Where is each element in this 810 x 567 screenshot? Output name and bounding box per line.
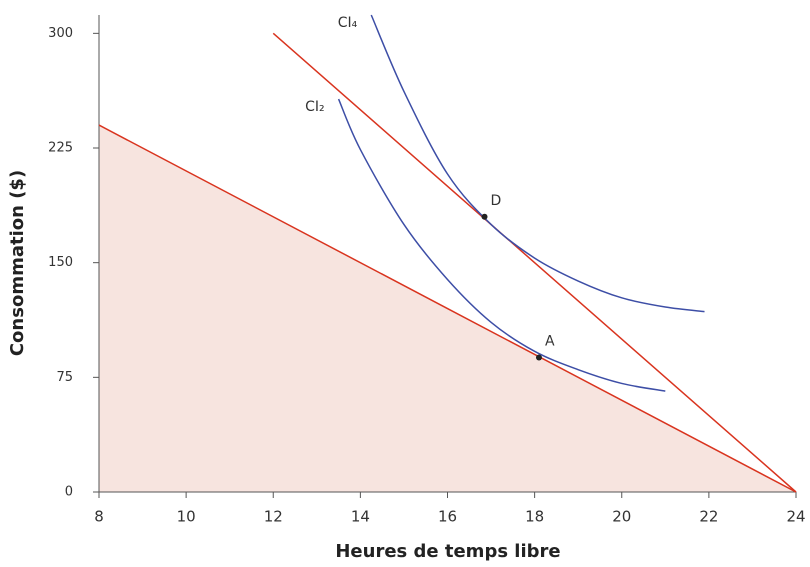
- point-label: A: [545, 333, 555, 349]
- point: [481, 213, 488, 220]
- y-tick-label: 0: [65, 485, 73, 500]
- point: [535, 354, 542, 361]
- series-line: [337, 98, 666, 392]
- x-tick-label: 20: [612, 508, 631, 526]
- x-tick-label: 16: [438, 508, 457, 526]
- x-tick-label: 14: [351, 508, 370, 526]
- curve-label: CI₄: [338, 15, 358, 31]
- curve-label: CI₂: [305, 99, 325, 115]
- x-tick-label: 10: [177, 508, 196, 526]
- x-tick-label: 18: [525, 508, 544, 526]
- x-tick-label: 22: [699, 508, 718, 526]
- y-tick-label: 225: [48, 141, 73, 156]
- y-axis-label: Consommation ($): [7, 170, 28, 356]
- point-label: D: [491, 193, 502, 209]
- x-tick-label: 24: [786, 508, 805, 526]
- series-line: [98, 124, 797, 493]
- series-line: [272, 32, 797, 493]
- x-axis-label: Heures de temps libre: [335, 541, 560, 562]
- x-tick-label: 8: [94, 508, 104, 526]
- y-tick-label: 150: [48, 255, 73, 270]
- y-tick-label: 75: [56, 370, 73, 385]
- series-line: [370, 14, 705, 313]
- x-tick-label: 12: [264, 508, 283, 526]
- y-tick-label: 300: [48, 26, 73, 41]
